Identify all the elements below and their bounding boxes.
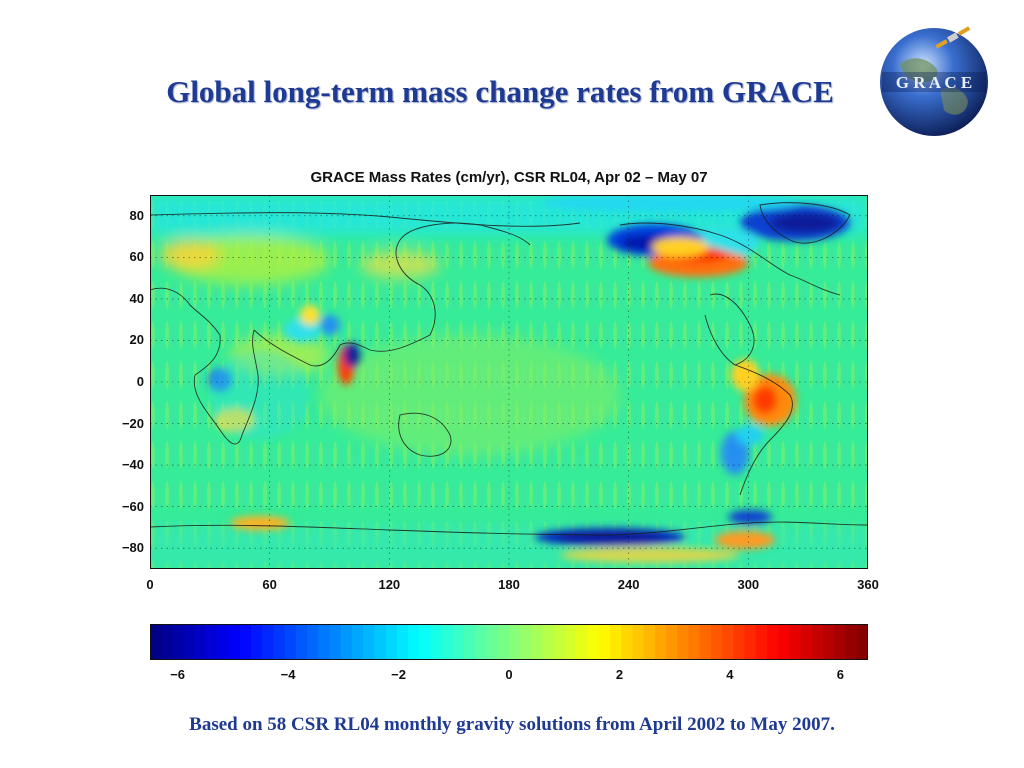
colorbar-cell bbox=[374, 624, 387, 660]
colorbar-cell bbox=[744, 624, 757, 660]
grace-logo: G R A C E bbox=[880, 26, 988, 136]
colorbar-cell bbox=[419, 624, 432, 660]
slide-title: Global long-term mass change rates from … bbox=[166, 74, 834, 109]
y-tick-label: −80 bbox=[121, 540, 144, 556]
colorbar-tick-label: 2 bbox=[615, 667, 624, 682]
x-tick-label: 300 bbox=[737, 577, 760, 592]
colorbar-cell bbox=[509, 624, 521, 660]
colorbar bbox=[150, 624, 868, 660]
colorbar-cell bbox=[307, 624, 319, 660]
colorbar-cell bbox=[666, 624, 678, 660]
colorbar-cell bbox=[206, 624, 218, 660]
colorbar-cell bbox=[621, 624, 634, 660]
colorbar-cell bbox=[565, 624, 577, 660]
colorbar-cell bbox=[194, 624, 207, 660]
colorbar-cell bbox=[430, 624, 443, 660]
colorbar-cell bbox=[452, 624, 465, 660]
colorbar-cell bbox=[531, 624, 544, 660]
x-tick-label: 180 bbox=[498, 577, 520, 592]
colorbar-cell bbox=[755, 624, 768, 660]
logo-text: G R A C E bbox=[896, 73, 973, 92]
y-tick-label: 80 bbox=[129, 207, 144, 223]
x-tick-label: 240 bbox=[617, 577, 640, 592]
colorbar-cell bbox=[183, 624, 196, 660]
colorbar-cell bbox=[845, 624, 858, 660]
colorbar-cell bbox=[677, 624, 690, 660]
y-tick-label: 0 bbox=[136, 374, 144, 389]
x-tick-label: 60 bbox=[262, 577, 277, 592]
colorbar-cell bbox=[598, 624, 611, 660]
x-tick-label: 360 bbox=[857, 577, 879, 592]
colorbar-cell bbox=[217, 624, 230, 660]
colorbar-cell bbox=[385, 624, 398, 660]
y-tick-label: 40 bbox=[129, 290, 144, 306]
colorbar-cell bbox=[643, 624, 656, 660]
colorbar-cell bbox=[811, 624, 824, 660]
colorbar-cell bbox=[520, 624, 533, 660]
colorbar-cell bbox=[654, 624, 667, 660]
colorbar-cell bbox=[161, 624, 174, 660]
colorbar-cell bbox=[688, 624, 701, 660]
coastlines bbox=[150, 202, 868, 536]
colorbar-tick-label: −2 bbox=[391, 667, 406, 682]
colorbar-cell bbox=[834, 624, 847, 660]
colorbar-cell bbox=[823, 624, 835, 660]
colorbar-cell bbox=[778, 624, 791, 660]
y-tick-label: 20 bbox=[129, 332, 144, 348]
colorbar-cell bbox=[295, 624, 308, 660]
colorbar-cell bbox=[329, 624, 342, 660]
colorbar-tick-label: 6 bbox=[836, 667, 844, 682]
x-tick-label: 0 bbox=[146, 577, 154, 592]
colorbar-tick-label: −6 bbox=[170, 667, 186, 682]
colorbar-cell bbox=[710, 624, 723, 660]
satellite-icon bbox=[935, 26, 971, 49]
colorbar-cell bbox=[475, 624, 488, 660]
colorbar-cell bbox=[553, 624, 566, 660]
colorbar-cell bbox=[587, 624, 600, 660]
mass-rate-map bbox=[150, 195, 868, 569]
colorbar-cell bbox=[239, 624, 252, 660]
colorbar-cell bbox=[351, 624, 364, 660]
colorbar-cell bbox=[273, 624, 286, 660]
colorbar-cell bbox=[396, 624, 409, 660]
colorbar-cell bbox=[576, 624, 589, 660]
colorbar-cell bbox=[800, 624, 813, 660]
colorbar-tick-label: 0 bbox=[505, 667, 513, 682]
colorbar-cell bbox=[340, 624, 353, 660]
colorbar-cell bbox=[486, 624, 499, 660]
colorbar-cell bbox=[363, 624, 375, 660]
colorbar-cell bbox=[150, 624, 162, 660]
colorbar-cell bbox=[609, 624, 622, 660]
colorbar-cell bbox=[228, 624, 241, 660]
colorbar-cell bbox=[699, 624, 712, 660]
y-tick-label: 60 bbox=[129, 249, 144, 265]
colorbar-cell bbox=[172, 624, 185, 660]
y-tick-label: −40 bbox=[121, 457, 144, 473]
colorbar-cell bbox=[318, 624, 331, 660]
grid-lines bbox=[150, 195, 868, 569]
colorbar-cell bbox=[284, 624, 297, 660]
colorbar-cell bbox=[856, 624, 868, 660]
map-title: GRACE Mass Rates (cm/yr), CSR RL04, Apr … bbox=[310, 169, 708, 186]
colorbar-cell bbox=[767, 624, 779, 660]
colorbar-cell bbox=[497, 624, 510, 660]
colorbar-cell bbox=[464, 624, 476, 660]
colorbar-cell bbox=[441, 624, 454, 660]
colorbar-cell bbox=[408, 624, 420, 660]
colorbar-tick-label: 4 bbox=[726, 667, 734, 682]
colorbar-cell bbox=[733, 624, 746, 660]
colorbar-tick-label: −4 bbox=[280, 667, 296, 682]
colorbar-cell bbox=[722, 624, 734, 660]
y-tick-label: −60 bbox=[121, 498, 144, 514]
y-tick-label: −20 bbox=[121, 415, 144, 431]
colorbar-cell bbox=[250, 624, 263, 660]
colorbar-cell bbox=[632, 624, 645, 660]
slide-caption: Based on 58 CSR RL04 monthly gravity sol… bbox=[189, 714, 835, 735]
colorbar-cell bbox=[542, 624, 555, 660]
x-tick-label: 120 bbox=[378, 577, 401, 592]
colorbar-cell bbox=[789, 624, 802, 660]
colorbar-cell bbox=[262, 624, 275, 660]
